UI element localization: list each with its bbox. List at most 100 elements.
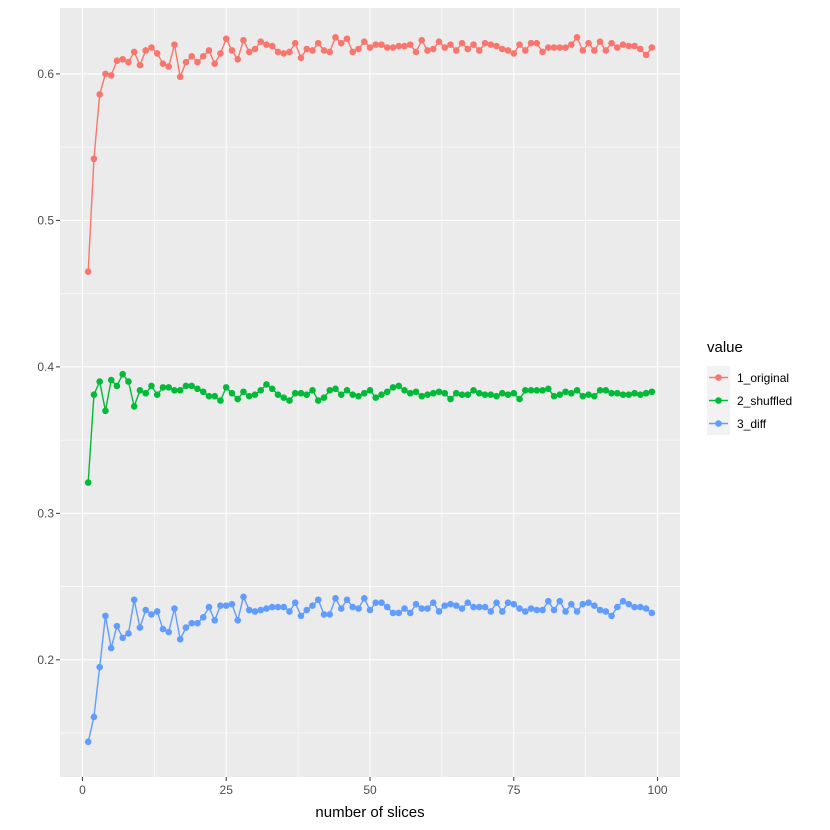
data-point <box>217 602 224 609</box>
data-point <box>159 384 167 391</box>
data-point <box>441 44 449 51</box>
data-point <box>326 387 334 394</box>
data-point <box>96 663 103 671</box>
series-2_shuffled <box>84 370 656 486</box>
y-tick-label: 0.2 <box>37 653 54 667</box>
data-point <box>475 47 483 54</box>
data-point <box>148 44 155 51</box>
data-point <box>556 44 564 51</box>
data-point <box>360 38 368 45</box>
data-point <box>199 614 207 621</box>
data-point <box>504 599 512 606</box>
data-point <box>614 44 621 51</box>
data-point <box>90 391 98 399</box>
data-point <box>435 608 443 615</box>
data-point <box>539 48 546 56</box>
data-point <box>142 47 149 54</box>
data-point <box>372 599 380 606</box>
data-point <box>412 600 420 608</box>
data-point <box>544 44 552 51</box>
data-point <box>648 44 656 51</box>
data-point <box>464 391 472 399</box>
data-point <box>550 392 558 400</box>
data-point <box>458 605 466 612</box>
data-point <box>510 50 518 57</box>
data-point <box>406 41 414 48</box>
data-point <box>458 391 466 399</box>
data-point <box>349 603 357 611</box>
data-point <box>153 391 161 399</box>
data-point <box>504 47 512 54</box>
data-point <box>470 41 477 48</box>
data-point <box>631 603 638 611</box>
data-point <box>303 391 311 399</box>
data-point <box>418 36 426 44</box>
data-point <box>591 602 598 609</box>
data-point <box>222 602 230 609</box>
series-3_diff <box>84 593 656 746</box>
data-point <box>228 389 236 397</box>
data-point <box>188 53 196 60</box>
data-point <box>217 397 224 404</box>
data-point <box>544 597 552 605</box>
data-point <box>211 60 219 67</box>
data-point <box>263 605 270 612</box>
data-point <box>165 628 172 636</box>
data-point <box>125 630 132 637</box>
data-point <box>596 387 604 394</box>
data-point <box>568 41 575 48</box>
data-point <box>360 595 368 602</box>
data-point <box>481 603 489 611</box>
data-point <box>533 387 541 394</box>
data-point <box>573 387 581 394</box>
data-point <box>602 47 610 54</box>
data-point <box>637 603 644 611</box>
y-tick-label: 0.4 <box>37 360 54 374</box>
data-point <box>487 608 495 615</box>
data-point <box>585 39 592 47</box>
y-tick-label: 0.5 <box>37 213 54 227</box>
data-point <box>171 387 178 394</box>
data-point <box>366 387 374 394</box>
data-point <box>498 389 506 397</box>
data-point <box>429 599 437 606</box>
data-point <box>205 603 213 611</box>
data-point <box>429 45 437 53</box>
data-point <box>349 48 357 56</box>
data-point <box>637 45 644 53</box>
data-point <box>84 268 92 275</box>
data-point <box>280 394 288 401</box>
data-point <box>366 44 374 51</box>
data-point <box>648 609 656 617</box>
data-point <box>337 39 345 47</box>
data-point <box>257 387 265 394</box>
data-point <box>608 39 615 47</box>
data-point <box>188 382 196 390</box>
data-point <box>343 35 351 43</box>
data-point <box>539 387 546 394</box>
data-point <box>320 47 328 54</box>
data-point <box>107 644 115 652</box>
data-point <box>182 58 190 66</box>
legend-item: 3_diff <box>707 412 767 435</box>
x-tick-label: 25 <box>220 783 234 797</box>
data-point <box>521 387 529 394</box>
data-point <box>378 391 385 399</box>
data-point <box>176 387 184 394</box>
data-point <box>579 47 587 54</box>
data-point <box>136 624 144 631</box>
data-point <box>268 385 276 393</box>
data-point <box>619 597 627 605</box>
data-point <box>171 605 178 612</box>
data-point <box>355 605 362 612</box>
data-point <box>355 45 362 53</box>
data-point <box>107 376 115 384</box>
data-point <box>637 391 644 399</box>
data-point <box>148 382 155 390</box>
data-point <box>234 616 242 624</box>
data-point <box>240 36 247 44</box>
data-point <box>464 45 472 53</box>
data-point <box>493 392 500 400</box>
data-point <box>527 39 535 47</box>
data-point <box>642 51 650 59</box>
